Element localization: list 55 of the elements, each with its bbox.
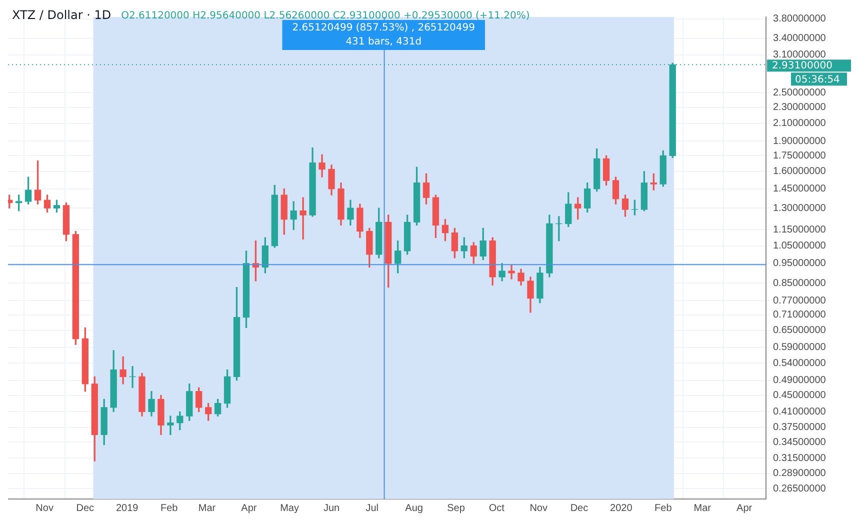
y-tick-label: 3.40000000 xyxy=(773,33,826,44)
y-tick-label: 0.65000000 xyxy=(773,325,826,336)
y-tick-label: 2.50000000 xyxy=(773,87,826,98)
y-tick-label: 0.26500000 xyxy=(773,483,826,494)
x-tick-label: Apr xyxy=(241,502,258,514)
y-tick-label: 0.85000000 xyxy=(773,278,826,289)
y-tick-label: 0.95000000 xyxy=(773,258,826,270)
y-tick-label: 0.54000000 xyxy=(773,358,826,369)
y-tick-label: 2.30000000 xyxy=(773,102,826,114)
chart-title: XTZ / Dollar · 1D xyxy=(12,8,112,22)
x-tick-label: Nov xyxy=(36,502,54,514)
x-tick-label: Apr xyxy=(736,502,753,514)
y-tick-label: 2.10000000 xyxy=(773,118,826,130)
y-tick-label: 1.90000000 xyxy=(773,136,826,147)
y-tick-label: 0.59000000 xyxy=(773,342,826,354)
y-tick-label: 3.10000000 xyxy=(773,50,826,61)
y-tick-label: 0.45000000 xyxy=(773,390,826,402)
x-tick-label: Aug xyxy=(405,502,423,514)
chart-subtitle: O2.61120000 H2.95640000 L2.56260000 C2.93100000 +0.29530000 (+11.20%) xyxy=(121,10,530,22)
y-tick-label: 1.75000000 xyxy=(773,150,826,162)
x-tick-label: Oct xyxy=(488,502,505,514)
x-tick-label: Sep xyxy=(447,502,466,514)
y-tick-label: 1.15000000 xyxy=(773,224,826,236)
y-tick-label: 1.30000000 xyxy=(773,202,826,214)
y-tick-label: 1.45000000 xyxy=(773,184,826,195)
y-tick-label: 1.05000000 xyxy=(773,240,826,252)
y-tick-label: 0.71000000 xyxy=(773,310,826,321)
candlestick xyxy=(508,264,515,280)
y-tick-label: 0.34500000 xyxy=(773,436,826,448)
y-tick-label: 0.37500000 xyxy=(773,422,826,434)
annotation: 2.65120499 (857.53%) , 265120499 xyxy=(292,22,475,34)
x-tick-label: May xyxy=(280,502,299,514)
y-tick-label: 3.80000000 xyxy=(773,14,826,25)
y-tick-label: 0.77000000 xyxy=(773,295,826,306)
y-tick-label: 0.49000000 xyxy=(773,375,826,386)
y-tick-label: 1.60000000 xyxy=(773,166,826,178)
y-tick-label: 0.31500000 xyxy=(773,452,826,464)
x-tick-label: Nov xyxy=(530,502,548,514)
x-tick-label: Feb xyxy=(654,502,672,514)
x-tick-label: Dec xyxy=(76,502,94,514)
x-tick-label: Dec xyxy=(570,502,588,514)
x-tick-label: Jun xyxy=(323,502,340,514)
y-tick-label: 0.41000000 xyxy=(773,406,826,418)
x-tick-label: Jul xyxy=(366,502,379,514)
text: 05:36:54 xyxy=(795,74,840,86)
candlestick xyxy=(167,416,174,435)
y-tick-label: 0.28900000 xyxy=(773,468,826,480)
x-tick-label: 2019 xyxy=(116,502,139,514)
candlestick xyxy=(300,197,306,240)
x-tick-label: Feb xyxy=(160,502,178,514)
x-tick-label: Mar xyxy=(694,502,712,514)
ref-line-label: 2.93100000 xyxy=(772,60,832,72)
x-tick-label: 2020 xyxy=(610,502,633,514)
x-tick-label: Mar xyxy=(198,502,216,514)
annotation: 431 bars, 431d xyxy=(346,36,422,48)
